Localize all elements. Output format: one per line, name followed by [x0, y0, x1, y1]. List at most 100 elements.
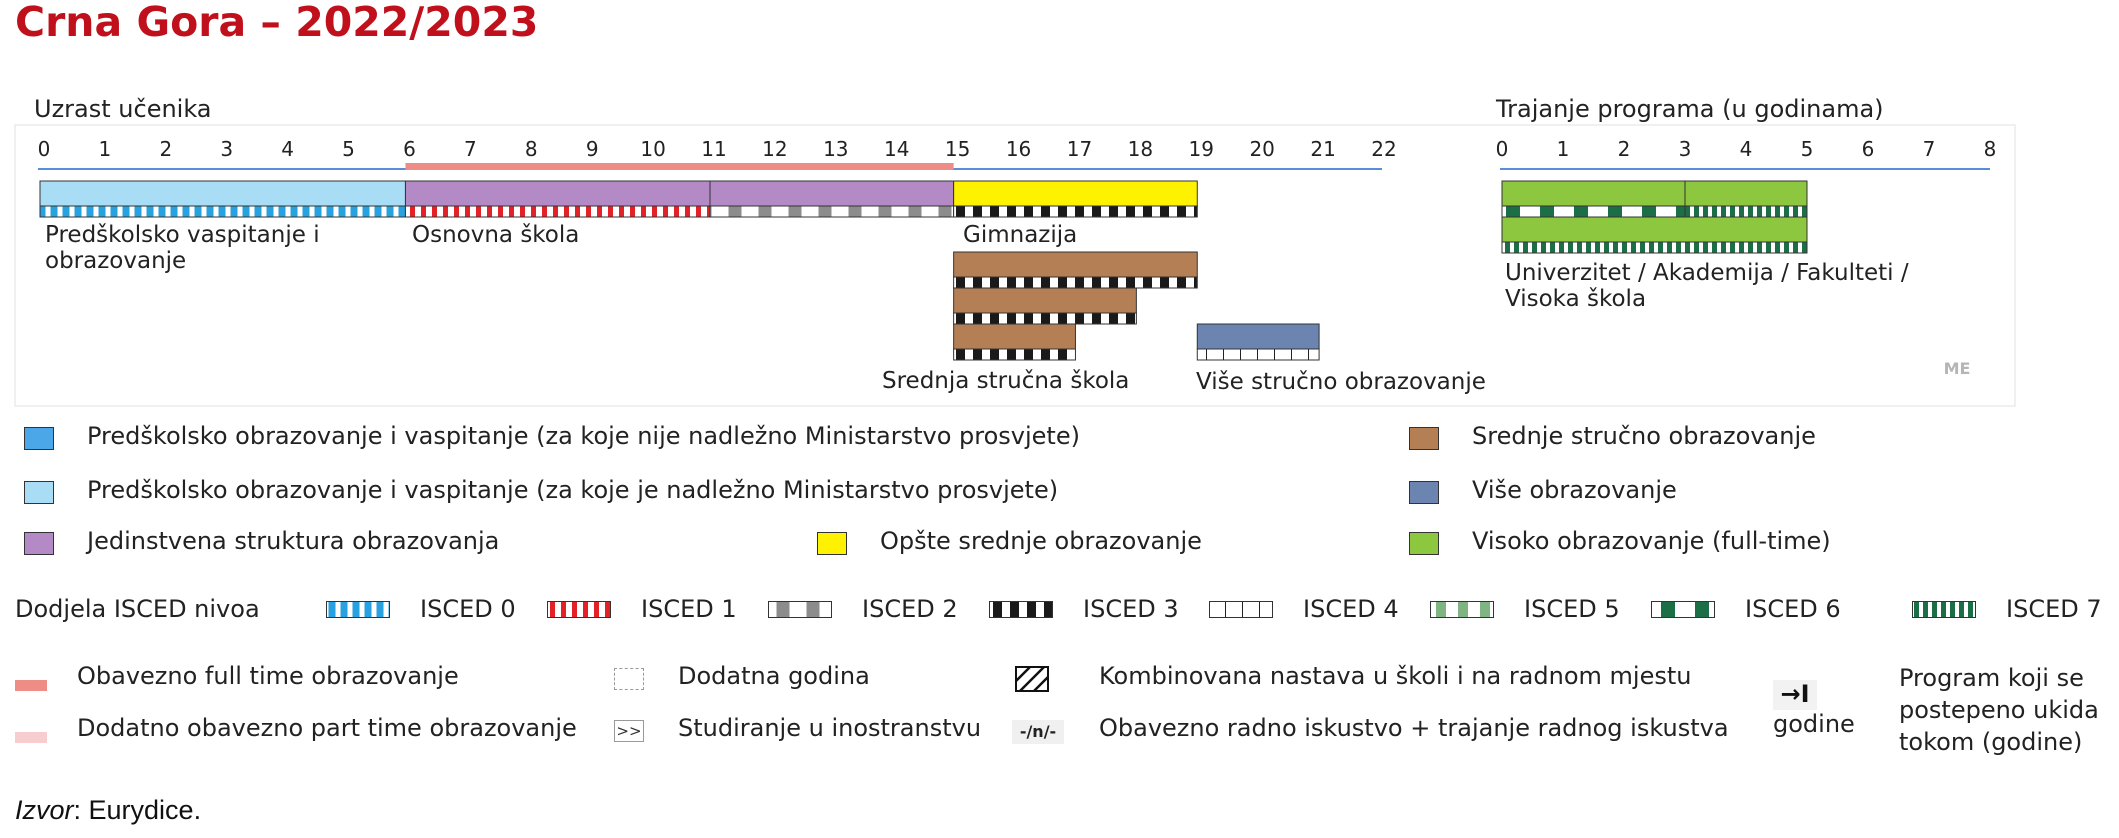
legend-work-experience: Obavezno radno iskustvo + trajanje radno…: [1099, 714, 1729, 742]
legend-abroad: Studiranje u inostranstvu: [678, 714, 982, 742]
bar-integrated-isced-band: [1501, 241, 1808, 254]
combined-swatch: [1015, 666, 1049, 692]
age-tick-label: 21: [1310, 137, 1335, 161]
isced-legend-title: Dodjela ISCED nivoa: [15, 595, 260, 623]
bar-gimnazija-fill: [953, 180, 1198, 207]
duration-tick-label: 2: [1618, 137, 1631, 161]
bar-integrated: [1501, 216, 1808, 254]
bar-master: [1684, 180, 1808, 218]
legend-label-single_structure: Jedinstvena struktura obrazovanja: [87, 527, 500, 555]
page-title: Crna Gora – 2022/2023: [15, 0, 539, 46]
bar-strucna-3-fill: [953, 287, 1137, 314]
legend-swatch-general_secondary: [817, 532, 847, 555]
age-tick-label: 20: [1249, 137, 1274, 161]
age-tick-label: 18: [1128, 137, 1153, 161]
age-tick-label: 17: [1067, 137, 1092, 161]
isced-swatch-isced7: [1912, 601, 1976, 618]
bar-osnovna-1: [404, 180, 711, 218]
age-tick-label: 7: [464, 137, 477, 161]
legend-combined: Kombinovana nastava u školi i na radnom …: [1099, 662, 1692, 690]
age-tick-label: 13: [823, 137, 848, 161]
phasing-out-unit: godine: [1773, 710, 1855, 738]
age-tick-label: 2: [159, 137, 172, 161]
legend-compulsory: Obavezno full time obrazovanje: [77, 662, 459, 690]
age-axis-title: Uzrast učenika: [34, 95, 212, 123]
age-tick-label: 8: [525, 137, 538, 161]
label-strucna: Srednja stručna škola: [882, 368, 1130, 394]
age-axis: 0 1 2 3 4 5 6 7 8 9 10 11 12 13 14 15 16 17 18 19 20 21 22: [38, 137, 1397, 170]
label-osnovna: Osnovna škola: [412, 222, 580, 248]
bar-strucna-2-isced-band: [953, 348, 1076, 361]
age-tick-label: 1: [99, 137, 112, 161]
legend-swatch-single_structure: [24, 532, 54, 555]
legend-swatch-post_secondary: [1409, 481, 1439, 504]
isced-swatch-isced2: [768, 601, 832, 618]
legend-label-higher: Visoko obrazovanje (full-time): [1472, 527, 1831, 555]
isced-label-isced2: ISCED 2: [862, 595, 958, 623]
duration-axis: 0 1 2 3 4 5 6 7 8: [1496, 137, 1996, 170]
legend-swatch-preschool_light: [24, 481, 54, 504]
legend-phasing-out: Program koji se postepeno ukida tokom (g…: [1899, 664, 2099, 756]
legend-extra-year: Dodatna godina: [678, 662, 870, 690]
label-univerzitet: Univerzitet / Akademija / Fakulteti / Vi…: [1505, 260, 1909, 312]
bar-strucna-4-fill: [953, 251, 1198, 278]
bar-osnovna-1-isced-band: [404, 205, 711, 218]
bar-vise-strucno-isced-band: [1196, 348, 1320, 361]
legend-swatch-vocational: [1409, 427, 1439, 450]
bar-master-fill: [1684, 180, 1808, 207]
legend-part-time: Dodatno obavezno part time obrazovanje: [77, 714, 577, 742]
bar-integrated-fill: [1501, 216, 1808, 243]
age-tick-label: 5: [342, 137, 355, 161]
duration-tick-label: 3: [1679, 137, 1692, 161]
duration-tick-label: 0: [1496, 137, 1509, 161]
isced-swatch-isced3: [989, 601, 1053, 618]
bar-gimnazija: [953, 180, 1198, 218]
source-note: Izvor: Eurydice.: [15, 795, 201, 826]
legend-label-preschool_dark: Predškolsko obrazovanje i vaspitanje (za…: [87, 422, 1080, 450]
diagram-frame: [14, 124, 2016, 407]
age-tick-label: 19: [1189, 137, 1214, 161]
isced-label-isced6: ISCED 6: [1745, 595, 1841, 623]
isced-swatch-isced1: [547, 601, 611, 618]
duration-tick-label: 7: [1923, 137, 1936, 161]
isced-swatch-isced6: [1651, 601, 1715, 618]
bar-strucna-4: [953, 251, 1198, 289]
isced-label-isced3: ISCED 3: [1083, 595, 1179, 623]
isced-label-isced0: ISCED 0: [420, 595, 516, 623]
bar-bachelor-fill: [1501, 180, 1686, 207]
higher-education-bars: [1501, 180, 1808, 254]
bar-osnovna-1-fill: [404, 180, 711, 207]
age-tick-label: 6: [403, 137, 416, 161]
duration-tick-label: 4: [1740, 137, 1753, 161]
legend-label-post_secondary: Više obrazovanje: [1472, 476, 1677, 504]
legend-swatch-preschool_dark: [24, 427, 54, 450]
bar-master-isced-band: [1684, 205, 1808, 218]
bar-osnovna-2-isced-band: [709, 205, 955, 218]
age-tick-label: 3: [220, 137, 233, 161]
duration-tick-label: 1: [1557, 137, 1570, 161]
source-prefix: Izvor: [15, 795, 74, 825]
part-time-swatch: [15, 732, 47, 743]
isced-label-isced5: ISCED 5: [1524, 595, 1620, 623]
compulsory-swatch: [15, 680, 47, 691]
age-tick-label: 4: [281, 137, 294, 161]
bar-strucna-3: [953, 287, 1137, 325]
country-code: ME: [1944, 359, 1971, 378]
age-tick-label: 22: [1371, 137, 1396, 161]
age-tick-label: 15: [945, 137, 970, 161]
work-experience-swatch: -/n/-: [1012, 720, 1064, 744]
duration-tick-label: 5: [1801, 137, 1814, 161]
bar-predskolsko-isced-band: [39, 205, 406, 218]
bar-strucna-3-isced-band: [953, 312, 1137, 325]
duration-axis-title: Trajanje programa (u godinama): [1496, 95, 1884, 123]
abroad-swatch: >>: [614, 720, 644, 742]
age-tick-label: 14: [884, 137, 909, 161]
isced-swatch-isced4: [1209, 601, 1273, 618]
isced-swatch-isced5: [1430, 601, 1494, 618]
legend-swatch-higher: [1409, 532, 1439, 555]
age-tick-label: 9: [586, 137, 599, 161]
age-tick-label: 12: [762, 137, 787, 161]
bar-strucna-2-fill: [953, 323, 1076, 350]
bar-strucna-4-isced-band: [953, 276, 1198, 289]
